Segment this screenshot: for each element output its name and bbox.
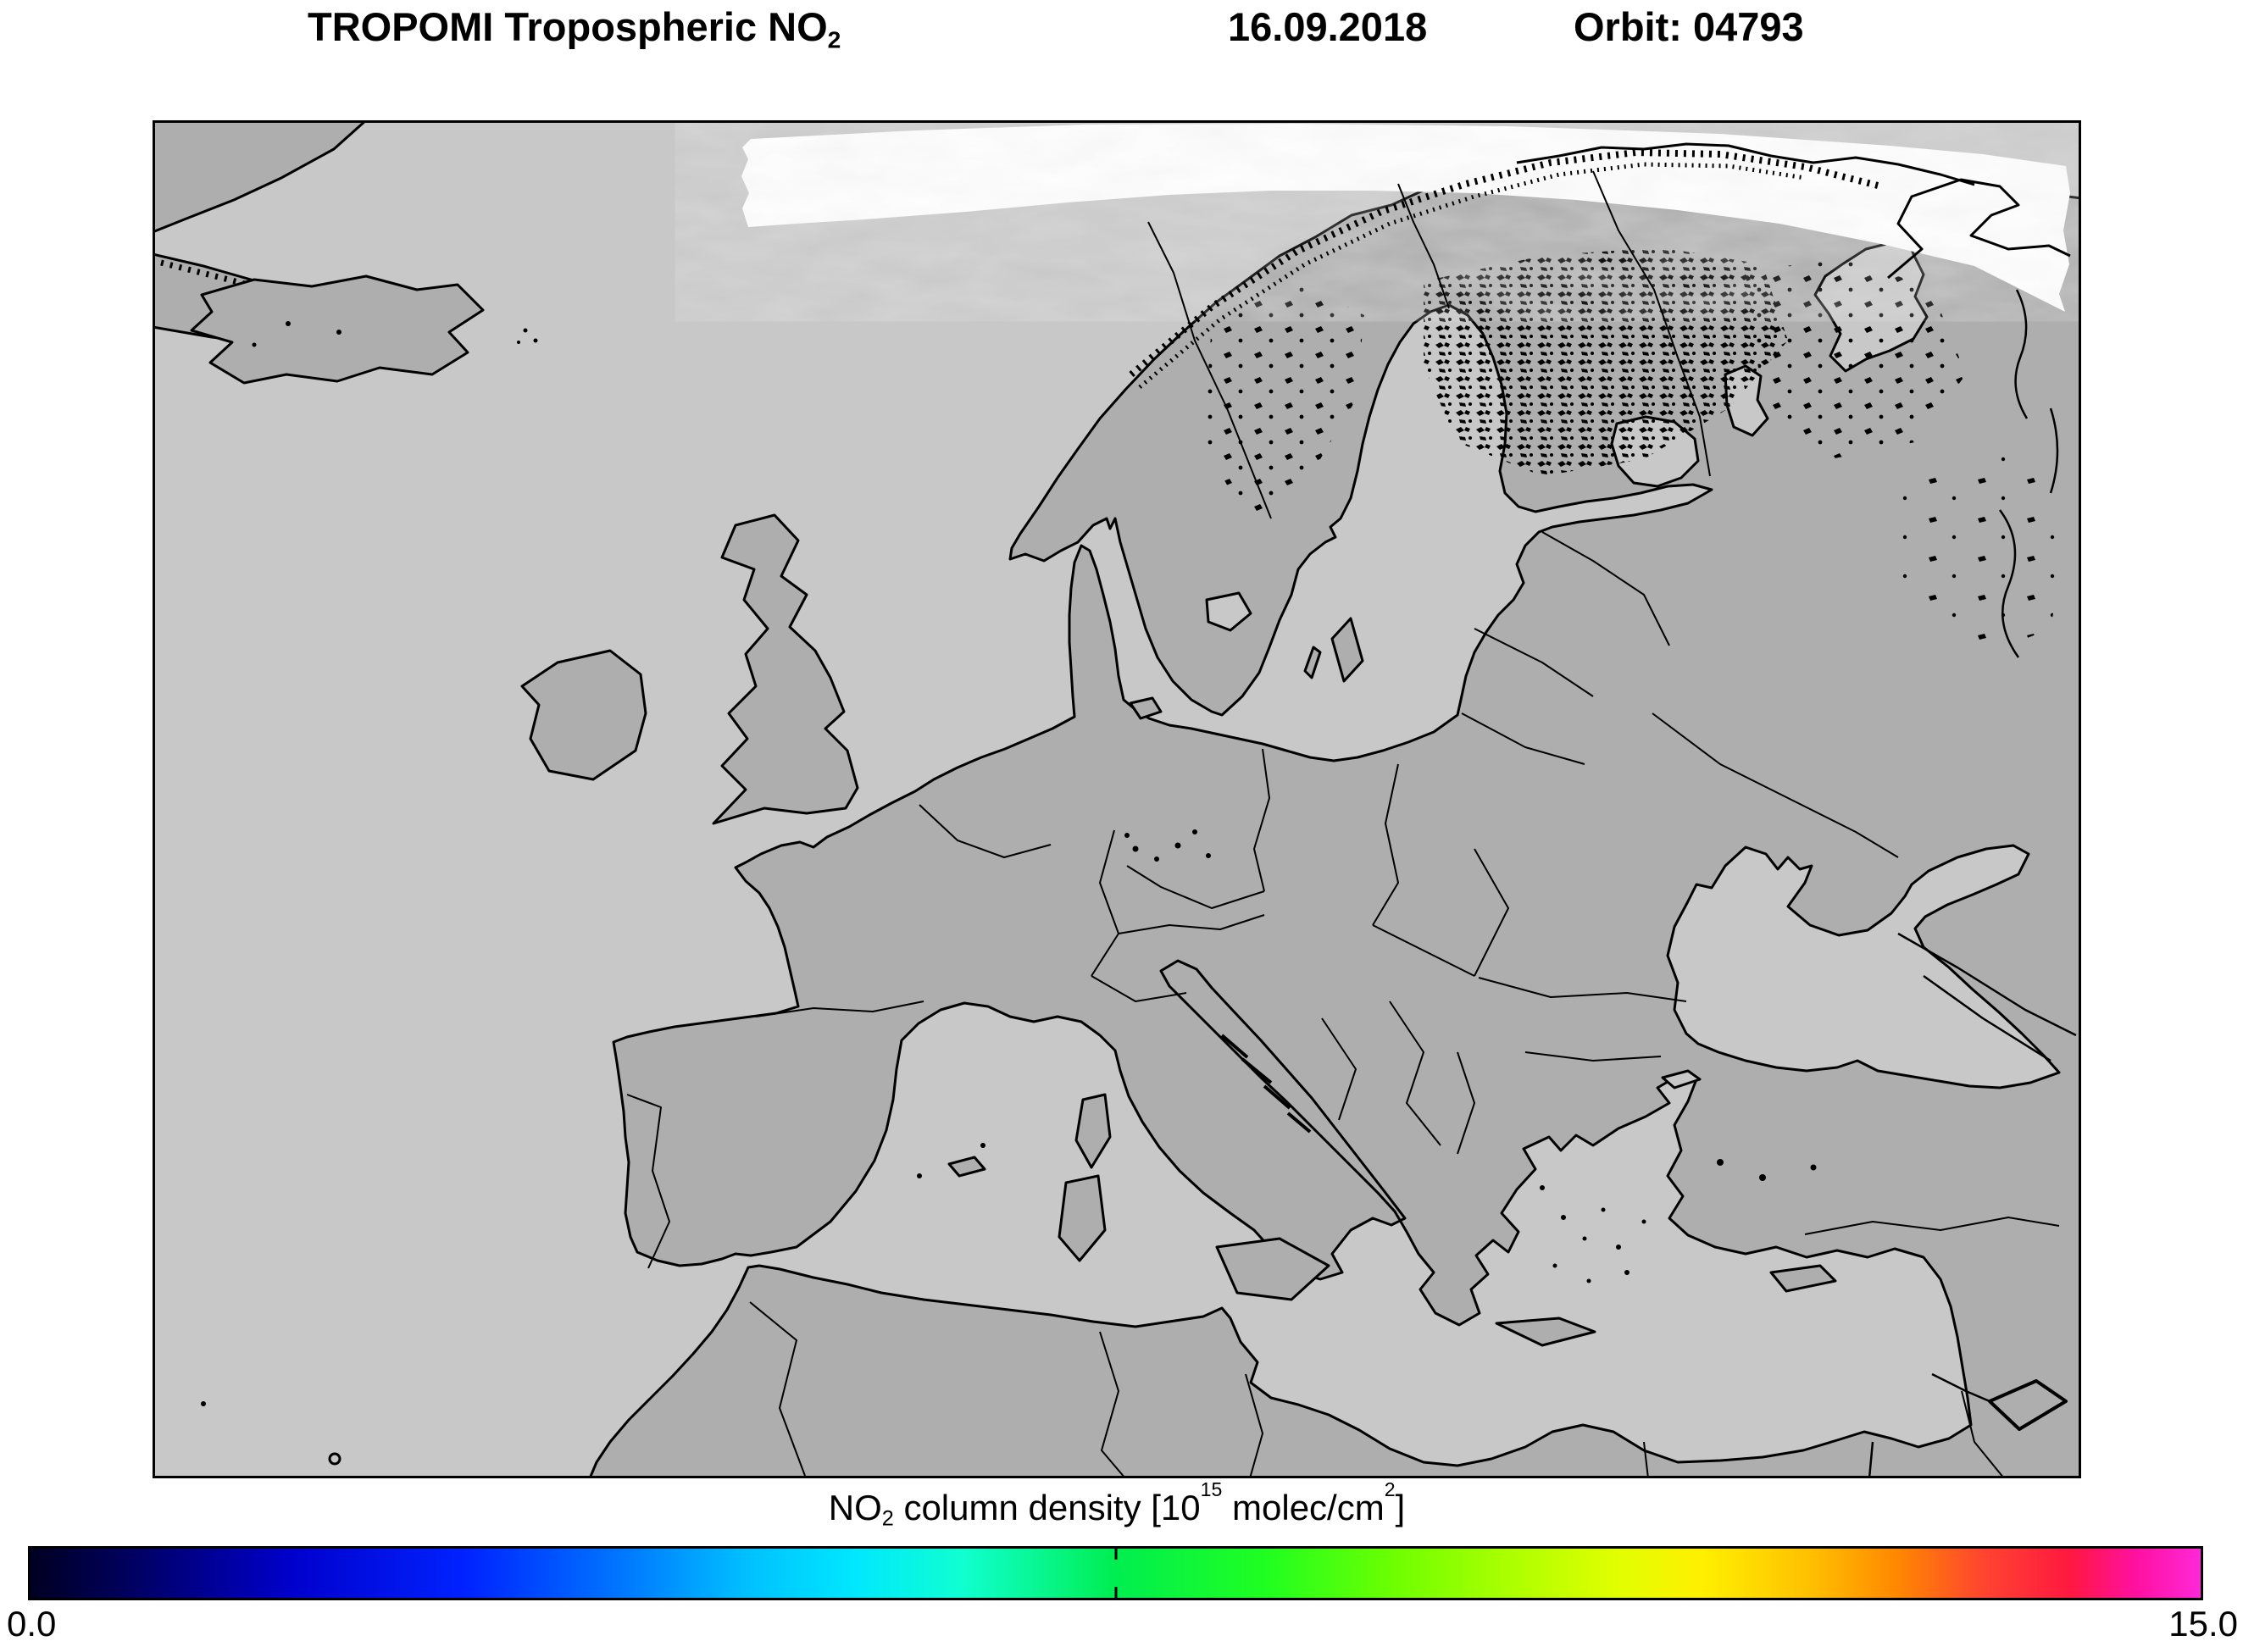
caption-chem: NO (828, 1488, 882, 1527)
colorbar-min-label: 0.0 (7, 1604, 57, 1644)
terrain-lines (1868, 289, 2077, 1478)
orbit-label: Orbit: 04793 (1574, 4, 1804, 49)
page-title-text: TROPOMI Tropospheric NO (308, 4, 828, 49)
oland (1303, 646, 1322, 679)
iceland (190, 274, 485, 385)
zealand (1129, 696, 1163, 720)
crete (1495, 1317, 1596, 1347)
islands (190, 274, 1837, 1347)
caption-exponent: 15 (1200, 1478, 1223, 1501)
river (2049, 407, 2059, 494)
lake-vanern (1205, 591, 1252, 632)
land-region (588, 142, 2081, 1478)
colorbar-max-label: 15.0 (2168, 1604, 2238, 1644)
caption-mid: column density [10 (893, 1488, 1201, 1527)
madeira (328, 1452, 341, 1466)
country-borders (626, 170, 2060, 1478)
map-frame (153, 120, 2081, 1478)
kola-coast (1887, 178, 2071, 280)
colorbar-mid-tick-top (1114, 1549, 1117, 1560)
gotland (1330, 617, 1364, 683)
no-data-band (741, 124, 2070, 312)
caption-close: ] (1395, 1488, 1406, 1527)
dead-sea-diamond (1988, 1379, 2068, 1431)
small-islands (201, 321, 1817, 1406)
river (2014, 289, 2029, 419)
caucasus-line (1897, 932, 2077, 1037)
ireland (520, 649, 647, 781)
sea-of-marmara (1661, 1069, 1702, 1089)
arctic-coastlines (1516, 142, 2071, 280)
nile (1868, 1441, 1874, 1478)
page-title: TROPOMI Tropospheric NO2 (308, 3, 841, 53)
colorbar-gradient (28, 1546, 2203, 1600)
sicily (1215, 1237, 1330, 1301)
lake-speckles (1203, 247, 2068, 662)
mallorca (947, 1156, 986, 1178)
map-panel (153, 120, 2081, 1478)
corsica (1074, 1093, 1112, 1169)
croatian-islands (1220, 1034, 1312, 1134)
colorbar-mid-tick-bottom (1114, 1587, 1117, 1598)
great-britain (712, 513, 859, 825)
caption-chem-sub: 2 (881, 1506, 894, 1531)
river (1998, 509, 2020, 658)
colorbar-caption: NO2 column density [1015 molec/cm2] (153, 1478, 2081, 1531)
norway-fjord-hatching (1129, 148, 1882, 389)
black-sea (1666, 844, 2061, 1089)
sardinia (1058, 1174, 1107, 1262)
caption-unit-sup: 2 (1384, 1478, 1396, 1501)
page-title-subscript: 2 (827, 25, 841, 53)
date-label: 16.09.2018 (1228, 4, 1428, 49)
caption-unit: molec/cm (1222, 1488, 1385, 1527)
cyprus (1769, 1264, 1837, 1293)
